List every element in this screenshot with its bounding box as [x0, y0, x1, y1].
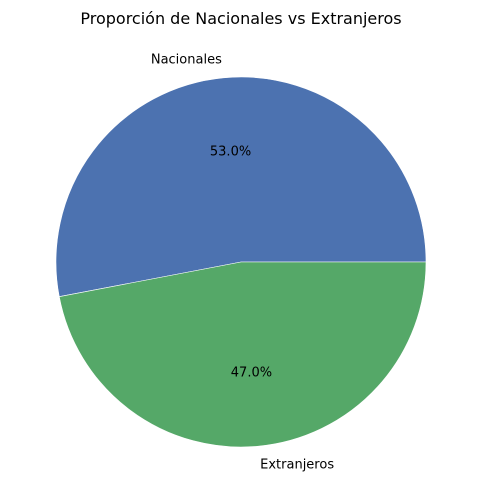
chart-title: Proporción de Nacionales vs Extranjeros [80, 9, 401, 28]
pie-slice-nacionales [55, 76, 427, 298]
pie-slice-extranjeros [58, 261, 427, 448]
slice-label-nacionales: Nacionales [151, 52, 222, 67]
pie-slices [55, 76, 427, 448]
pie-labels: Nacionales 53.0% Extranjeros 47.0% [151, 52, 334, 472]
slice-percent-extranjeros: 47.0% [231, 366, 272, 381]
slice-label-extranjeros: Extranjeros [260, 458, 334, 473]
slice-percent-nacionales: 53.0% [210, 144, 251, 159]
